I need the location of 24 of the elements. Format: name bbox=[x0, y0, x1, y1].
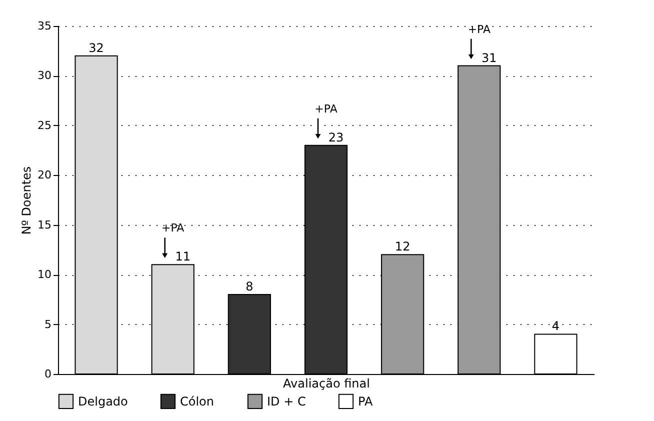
y-tick-label: 20 bbox=[38, 168, 52, 182]
annotation: +PA bbox=[314, 102, 338, 116]
legend-label: Delgado bbox=[78, 394, 128, 408]
data-label: 23 bbox=[328, 130, 344, 144]
y-tick-label: 25 bbox=[38, 118, 52, 132]
x-axis-title: Avaliação final bbox=[283, 376, 370, 390]
data-label: 12 bbox=[394, 240, 410, 254]
y-tick-label: 15 bbox=[38, 218, 52, 232]
legend-label: PA bbox=[358, 394, 374, 408]
data-label: 31 bbox=[482, 50, 497, 65]
annotation: +PA bbox=[468, 22, 491, 36]
legend-label: Cólon bbox=[180, 394, 214, 408]
data-label: 32 bbox=[88, 40, 104, 55]
data-label: 4 bbox=[552, 319, 560, 334]
data-label: 11 bbox=[175, 250, 190, 264]
y-tick-label: 5 bbox=[44, 318, 52, 331]
y-tick-label: 0 bbox=[44, 368, 52, 380]
legend-label: ID + C bbox=[267, 394, 306, 408]
y-tick-label: 10 bbox=[38, 268, 52, 282]
y-axis-title: Nº Doentes bbox=[20, 166, 34, 235]
y-tick-label: 35 bbox=[38, 20, 52, 32]
data-label: 8 bbox=[246, 279, 254, 294]
annotation: +PA bbox=[162, 222, 185, 235]
y-tick-label: 30 bbox=[38, 69, 52, 82]
